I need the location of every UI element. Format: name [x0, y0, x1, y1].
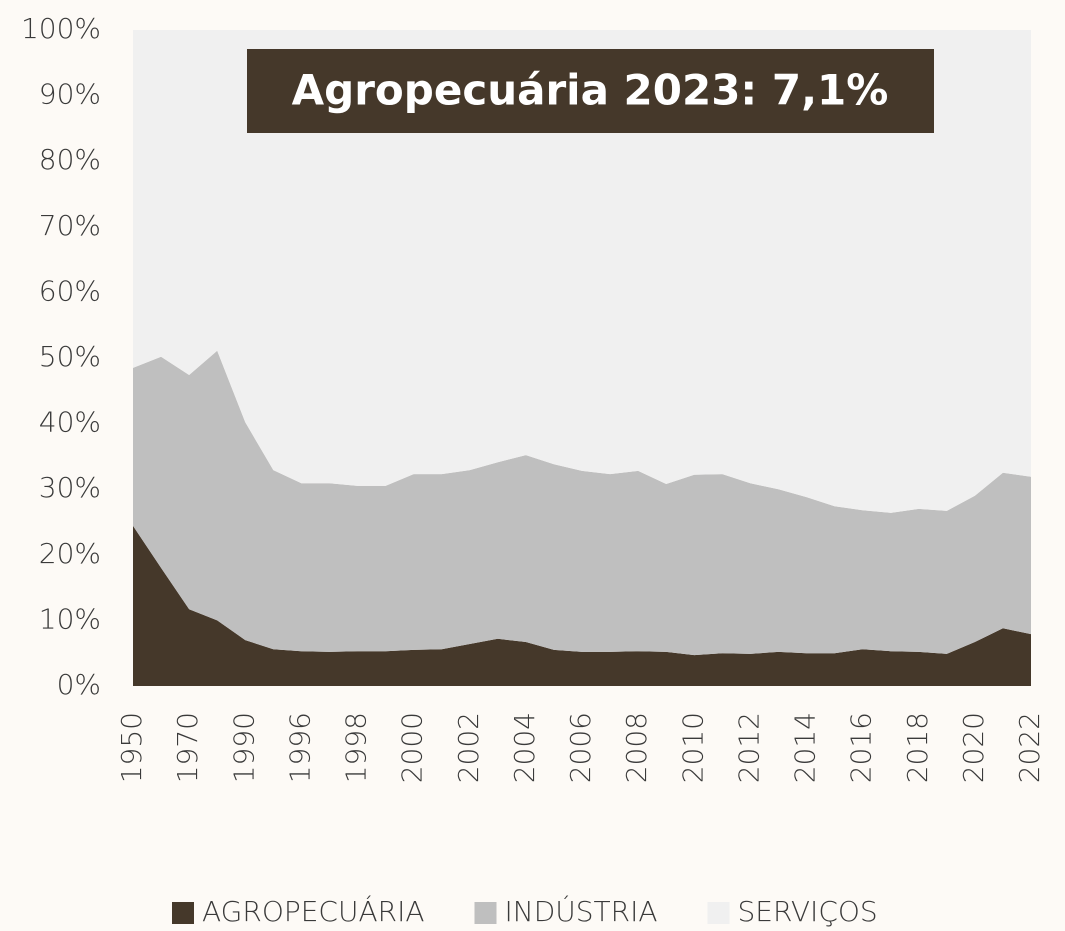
y-tick-label: 30% [39, 471, 101, 504]
y-tick-label: 60% [39, 274, 101, 307]
x-tick-label: 2022 [1013, 712, 1046, 783]
x-tick-label: 2004 [508, 712, 541, 783]
legend-label: INDÚSTRIA [505, 894, 658, 928]
annotation: Agropecuária 2023: 7,1% [292, 66, 889, 115]
legend-swatch [474, 902, 497, 924]
area [133, 350, 1031, 656]
y-tick-label: 20% [39, 537, 101, 570]
x-tick-label: 2010 [676, 712, 709, 783]
x-tick-label: 1990 [227, 712, 260, 783]
x-tick-label: 2000 [396, 712, 429, 783]
y-tick-label: 0% [57, 668, 101, 701]
legend-label: SERVIÇOS [738, 895, 878, 928]
x-tick-label: 1998 [340, 712, 373, 783]
x-tick-label: 1950 [115, 712, 148, 783]
y-tick-label: 100% [21, 12, 101, 45]
x-tick-label: 2016 [845, 712, 878, 783]
legend-swatch [172, 902, 194, 924]
y-tick-label: 90% [39, 78, 101, 111]
y-tick-label: 80% [39, 143, 101, 176]
x-tick-label: 2006 [564, 712, 597, 783]
x-tick-label: 2014 [789, 712, 822, 783]
x-tick-label: 1996 [283, 712, 316, 783]
plot-area [133, 30, 1031, 686]
x-tick-label: 2002 [452, 712, 485, 783]
area [133, 30, 1031, 513]
y-tick-label: 40% [39, 406, 101, 439]
x-tick-label: 2018 [901, 712, 934, 783]
legend-label: AGROPECUÁRIA [202, 894, 425, 928]
x-tick-label: 2012 [732, 712, 765, 783]
y-tick-label: 50% [39, 340, 101, 373]
x-tick-label: 2020 [957, 712, 990, 783]
y-tick-label: 70% [39, 209, 101, 242]
annotation-box [247, 49, 934, 133]
legend-swatch [707, 902, 730, 924]
x-tick-label: 2008 [620, 712, 653, 783]
y-tick-label: 10% [39, 602, 101, 635]
x-tick-label: 1970 [171, 712, 204, 783]
area [133, 525, 1031, 686]
